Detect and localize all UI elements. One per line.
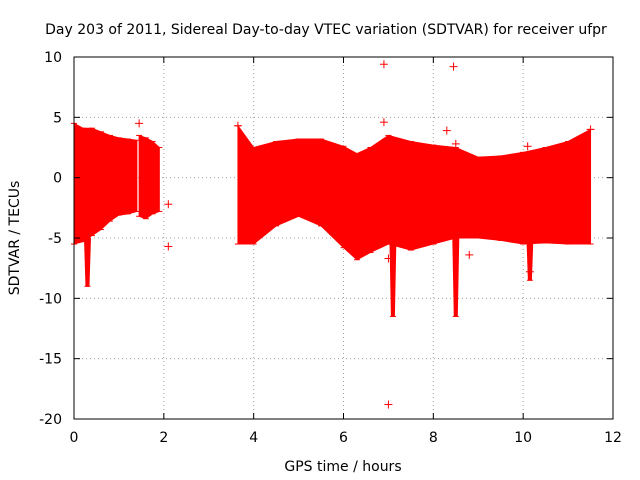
x-tick-label: 2	[159, 430, 168, 446]
x-tick-label: 0	[70, 430, 79, 446]
data-point	[379, 118, 388, 127]
data-envelope-segment-3	[237, 124, 592, 261]
x-tick-label: 6	[339, 430, 348, 446]
data-point	[164, 200, 173, 209]
chart-title: Day 203 of 2011, Sidereal Day-to-day VTE…	[45, 22, 607, 38]
data-point	[523, 142, 532, 151]
data-point	[465, 250, 474, 259]
data-point	[449, 62, 458, 71]
data-point	[379, 60, 388, 69]
data-point	[135, 119, 144, 128]
data-dip	[83, 237, 91, 287]
y-tick-label: 5	[53, 110, 62, 126]
x-axis-label: GPS time / hours	[284, 459, 401, 475]
data-point	[442, 126, 451, 135]
y-tick-label: -10	[39, 291, 62, 307]
data-envelope-segment-2	[138, 134, 160, 220]
data-dip	[452, 237, 460, 317]
data-dip	[389, 237, 397, 317]
data-point	[164, 242, 173, 251]
x-tick-label: 10	[514, 430, 532, 446]
x-tick-label: 8	[429, 430, 438, 446]
x-tick-label: 12	[604, 430, 622, 446]
data-envelope-segment-1	[73, 122, 138, 245]
y-tick-label: 0	[53, 171, 62, 187]
data-point	[384, 400, 393, 409]
y-tick-label: 10	[44, 50, 62, 66]
data-point	[384, 254, 393, 263]
axis-ticks: 0 2 4 6 8 10 12 10 5 0 -5 -10 -15 -20	[39, 50, 622, 446]
x-tick-label: 4	[249, 430, 258, 446]
y-tick-label: -15	[39, 352, 62, 368]
y-axis-label: SDTVAR / TECUs	[7, 181, 23, 296]
y-tick-label: -20	[39, 412, 62, 428]
data-point	[233, 121, 242, 130]
data-point	[525, 267, 534, 276]
y-tick-label: -5	[48, 231, 62, 247]
data-point	[586, 125, 595, 134]
data-point	[451, 139, 460, 148]
data-layer	[71, 60, 595, 409]
